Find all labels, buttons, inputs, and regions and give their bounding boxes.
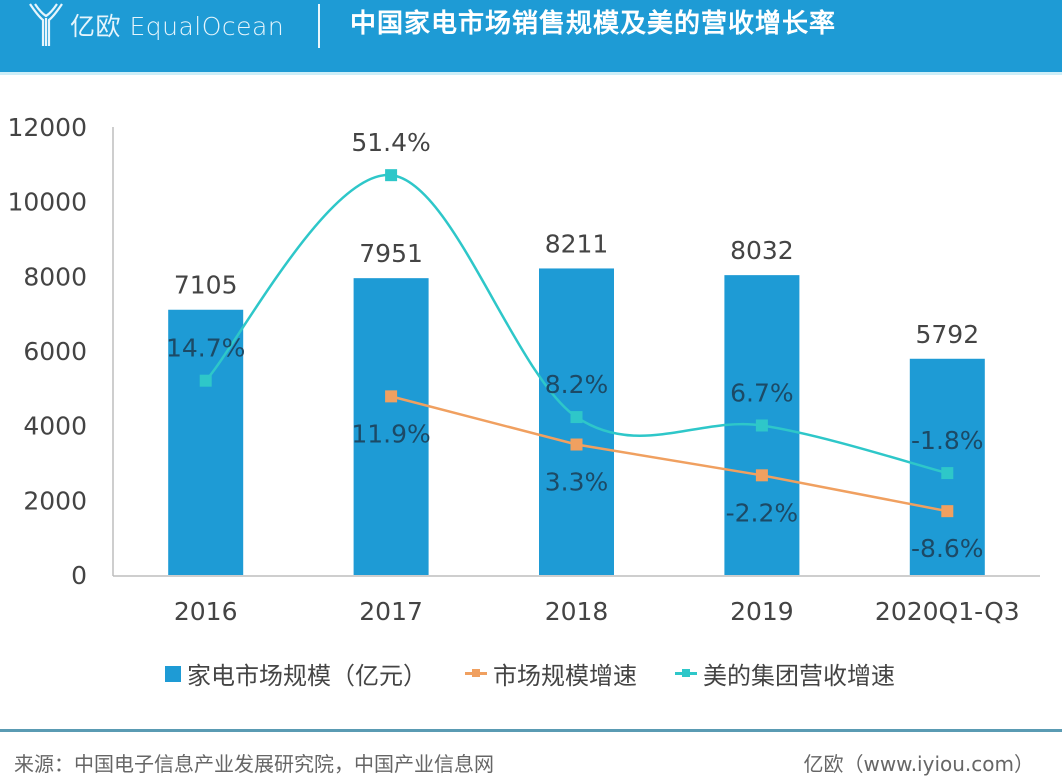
bar-value-label: 8211: [545, 229, 609, 258]
point-midea-growth: [941, 467, 954, 480]
y-tick-label: 2000: [23, 486, 87, 515]
footer-divider: [0, 729, 1062, 732]
legend-swatch-teal-line: [675, 669, 697, 677]
logo-text: 亿欧 EqualOcean: [70, 12, 285, 41]
legend-label: 美的集团营收增速: [703, 662, 895, 690]
header-banner: 亿欧 EqualOcean 中国家电市场销售规模及美的营收增长率: [0, 0, 1062, 75]
legend-item-market-growth: 市场规模增速: [465, 656, 637, 691]
legend-swatch-orange-line: [465, 669, 487, 677]
legend-label: 市场规模增速: [493, 662, 637, 690]
bar-value-label: 7951: [359, 239, 423, 268]
y-axis: 0 2000 4000 6000 8000 10000 12000: [7, 113, 87, 590]
point-market-growth: [570, 438, 583, 451]
x-axis: 2016 2017 2018 2019 2020Q1-Q3: [174, 597, 1020, 626]
y-tick-label: 10000: [7, 188, 87, 217]
point-midea-growth: [385, 169, 398, 182]
point-midea-growth: [570, 411, 583, 424]
market-growth-label: 11.9%: [351, 419, 430, 448]
bar-value-label: 7105: [174, 271, 238, 300]
legend-label: 家电市场规模（亿元）: [187, 662, 427, 690]
midea-growth-label: 8.2%: [545, 370, 609, 399]
line-market-growth: [390, 395, 948, 513]
legend-item-market-size: 家电市场规模（亿元）: [165, 656, 427, 691]
point-midea-growth: [199, 374, 212, 387]
legend-item-midea-growth: 美的集团营收增速: [675, 656, 895, 691]
point-market-growth: [941, 505, 954, 518]
logo: 亿欧 EqualOcean: [28, 0, 284, 50]
midea-growth-label: 6.7%: [730, 378, 794, 407]
market-growth-label: -8.6%: [911, 534, 984, 563]
legend-swatch-bar: [165, 665, 181, 682]
y-tick-label: 4000: [23, 412, 87, 441]
chart-title: 中国家电市场销售规模及美的营收增长率: [350, 9, 837, 39]
point-market-growth: [385, 390, 398, 403]
x-tick-label: 2018: [545, 597, 609, 626]
credit-note: 亿欧（www.iyiou.com）: [803, 752, 1034, 776]
y-tick-label: 6000: [23, 337, 87, 366]
source-note: 来源：中国电子信息产业发展研究院，中国产业信息网: [14, 752, 494, 776]
x-tick-label: 2020Q1-Q3: [875, 597, 1020, 626]
midea-growth-label: 14.7%: [166, 334, 245, 363]
bar-value-label: 5792: [915, 320, 979, 349]
y-tick-label: 12000: [7, 113, 87, 142]
point-market-growth: [755, 469, 768, 482]
market-growth-label: -2.2%: [726, 498, 799, 527]
header-divider: [318, 4, 320, 48]
x-tick-label: 2017: [359, 597, 423, 626]
midea-growth-label: 51.4%: [351, 128, 430, 157]
bar-market-size: [353, 278, 429, 575]
x-tick-label: 2019: [730, 597, 794, 626]
legend: 家电市场规模（亿元） 市场规模增速 美的集团营收增速: [165, 656, 933, 691]
equalocean-logo-icon: [29, 3, 63, 46]
y-tick-label: 8000: [23, 262, 87, 291]
line-midea-growth: [204, 173, 948, 475]
bar-market-size: [168, 309, 244, 575]
y-tick-label: 0: [71, 561, 87, 590]
chart-area: 0 2000 4000 6000 8000 10000 12000 7105 7951 8211…: [7, 113, 1040, 626]
x-tick-label: 2016: [174, 597, 238, 626]
point-midea-growth: [755, 419, 768, 432]
bar-value-label: 8032: [730, 236, 794, 265]
market-growth-label: 3.3%: [545, 468, 609, 497]
midea-growth-label: -1.8%: [911, 426, 984, 455]
